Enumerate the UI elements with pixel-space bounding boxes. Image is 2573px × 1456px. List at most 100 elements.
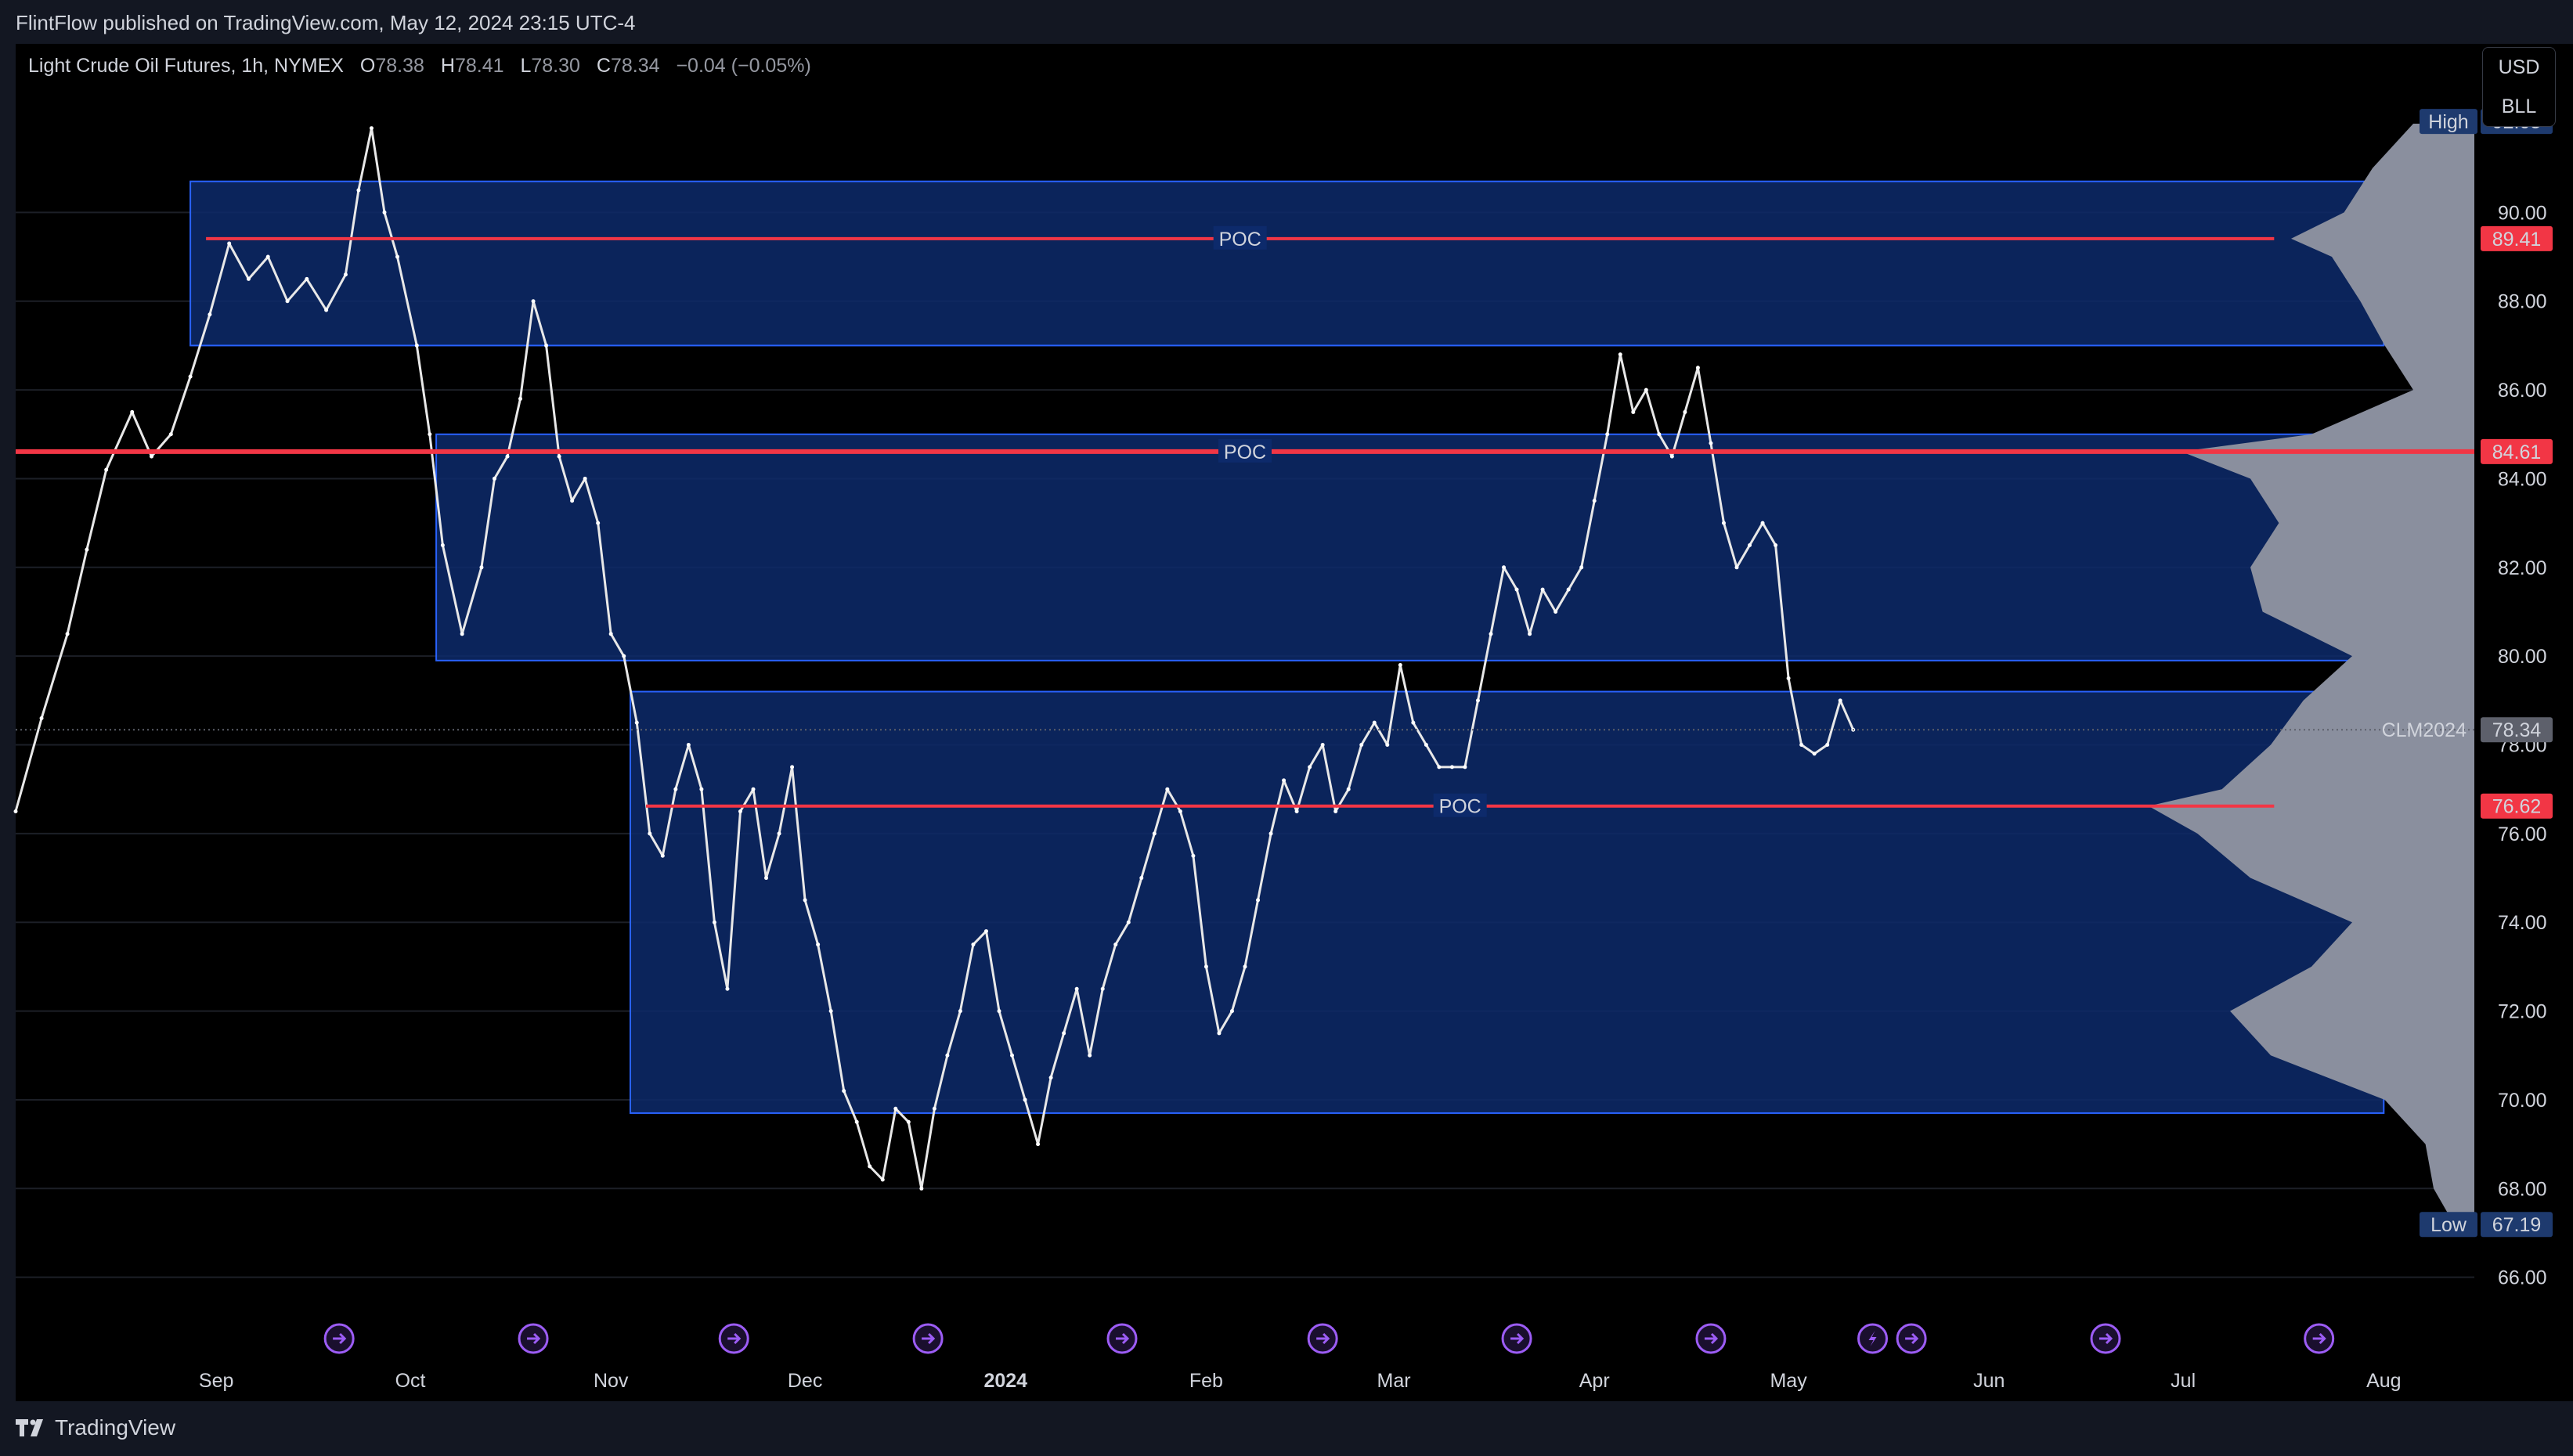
price-point [85,547,89,552]
price-point [544,343,549,348]
y-tick-label: 76.00 [2498,824,2547,845]
event-arrow-glyph [1316,1332,1330,1345]
price-point [1631,409,1636,414]
price-point [1683,409,1687,414]
y-tick-label: 90.00 [2498,202,2547,224]
price-point [1282,778,1286,783]
price-point [395,254,400,259]
price-point [479,565,484,570]
price-label-value: 89.41 [2492,229,2542,250]
value-area-box[interactable] [189,180,2385,347]
price-label-value: 67.19 [2492,1214,2542,1236]
price-point [428,432,432,437]
price-point [305,276,309,281]
event-lightning-glyph [1868,1331,1877,1346]
currency-unit-selector[interactable]: USD BLL [2482,47,2556,127]
publisher-text: FlintFlow published on TradingView.com, … [16,11,636,34]
price-point [712,920,716,924]
price-point [932,1106,936,1111]
price-point [265,254,270,259]
price-point [343,272,348,277]
event-arrow-glyph [2312,1332,2326,1345]
price-point [1372,720,1377,725]
price-point [945,1053,950,1058]
price-point [1023,1097,1027,1102]
price-point [130,409,135,414]
price-point [1294,809,1299,814]
price-point [1748,542,1752,547]
price-point [790,765,795,769]
y-tick-label: 80.00 [2498,646,2547,668]
event-arrow-glyph [1116,1332,1130,1345]
price-point [1437,765,1442,769]
poc-label: POC [1224,441,1266,463]
price-point [1514,587,1519,592]
low-label: L [520,55,532,77]
poc-label-bg [1218,438,1272,463]
price-point [828,1009,833,1014]
price-point [1165,787,1170,791]
price-point [440,542,445,547]
price-point [1256,898,1261,903]
tradingview-logo[interactable]: TradingView [16,1415,175,1440]
value-area-box[interactable] [435,433,2385,661]
price-point [324,308,329,312]
price-point [1424,743,1428,748]
event-arrow-glyph [1510,1332,1525,1345]
price-point [1333,809,1338,814]
price-point [1088,1053,1092,1058]
x-tick-label: Aug [2366,1370,2401,1392]
price-point [803,898,807,903]
price-point [1540,587,1545,592]
price-point [868,1164,872,1169]
unit-button[interactable]: BLL [2501,96,2537,117]
price-point [13,809,18,814]
value-area-box[interactable] [630,690,2385,1114]
price-point [622,654,626,658]
price-point [1502,565,1507,570]
price-point [492,476,496,481]
price-point [1449,765,1454,769]
currency-button[interactable]: USD [2498,56,2540,78]
price-point [1036,1142,1041,1147]
price-point [531,299,536,304]
price-point [583,476,587,481]
price-point [285,299,290,304]
open-value: 78.38 [375,55,424,77]
price-point [1113,942,1118,947]
price-point [1268,831,1273,836]
bottom-bar [0,1401,2573,1456]
tradingview-logo-icon [16,1419,43,1436]
event-arrow-glyph [727,1332,742,1345]
price-label-value: 84.61 [2492,441,2542,463]
price-point [660,853,665,858]
price-point [39,716,44,721]
price-point [738,809,742,814]
price-point [1760,521,1765,525]
price-point [104,467,109,472]
y-tick-label: 66.00 [2498,1267,2547,1289]
price-point [751,787,756,791]
price-point [1721,521,1726,525]
price-point [1734,565,1739,570]
y-tick-label: 70.00 [2498,1090,2547,1112]
price-point [1385,743,1390,748]
price-point [1657,432,1662,437]
price-point [557,454,561,459]
price-series-line[interactable] [14,127,1855,1190]
price-point [725,986,730,991]
y-tick-label: 86.00 [2498,380,2547,402]
price-point [1010,1053,1015,1058]
x-tick-label: Apr [1579,1370,1610,1392]
poc-label-bg [1213,225,1267,250]
price-point [919,1186,924,1191]
x-tick-label: Nov [594,1370,629,1392]
price-point [906,1119,911,1124]
price-label-badge [2481,438,2553,464]
price-point [1799,743,1804,748]
price-point [1774,542,1778,547]
price-label-tag: Low [2430,1214,2467,1236]
price-point [1579,565,1584,570]
price-label-badge [2481,793,2553,819]
